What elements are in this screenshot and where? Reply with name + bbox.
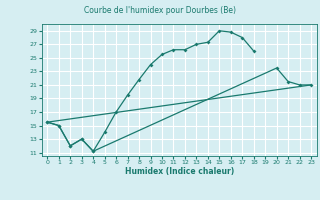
Text: Courbe de l'humidex pour Dourbes (Be): Courbe de l'humidex pour Dourbes (Be): [84, 6, 236, 15]
X-axis label: Humidex (Indice chaleur): Humidex (Indice chaleur): [124, 167, 234, 176]
